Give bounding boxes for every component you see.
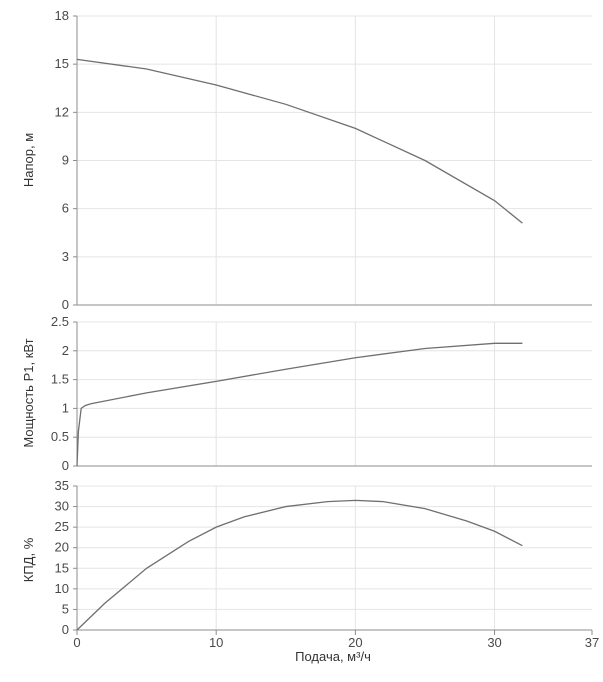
y-tick-label: 6 [62, 201, 69, 216]
y-tick-label: 1 [62, 400, 69, 415]
y-tick-label: 0 [62, 458, 69, 473]
y-tick-label: 10 [55, 581, 69, 596]
y-tick-label: 35 [55, 478, 69, 493]
y-axis-label: Напор, м [21, 133, 36, 187]
y-tick-label: 0 [62, 622, 69, 637]
panel-head: 0 3 6 9 12 15 18 Напор, м [21, 8, 592, 312]
series-line-efficiency [76, 499, 523, 631]
y-tick-label: 2 [62, 343, 69, 358]
x-tick-label: 0 [73, 635, 80, 650]
y-tick-label: 15 [55, 560, 69, 575]
y-axis-label: Мощность P1, кВт [21, 338, 36, 447]
series-line-head [76, 58, 523, 224]
y-tick-label: 18 [55, 8, 69, 23]
x-axis: 0 10 20 30 37 Подача, м³/ч [73, 630, 599, 664]
y-tick-label: 5 [62, 601, 69, 616]
y-tick-label: 2.5 [51, 314, 69, 329]
series-line-power [76, 342, 523, 467]
x-tick-label: 30 [487, 635, 501, 650]
x-axis-label: Подача, м³/ч [295, 649, 371, 664]
x-tick-label: 10 [209, 635, 223, 650]
y-tick-label: 0 [62, 297, 69, 312]
y-tick-label: 1.5 [51, 372, 69, 387]
y-tick-label: 25 [55, 519, 69, 534]
y-tick-label: 30 [55, 499, 69, 514]
y-tick-label: 15 [55, 56, 69, 71]
y-tick-label: 0.5 [51, 429, 69, 444]
x-tick-label: 20 [348, 635, 362, 650]
y-tick-label: 9 [62, 153, 69, 168]
y-tick-label: 3 [62, 249, 69, 264]
panel-efficiency: 0 5 10 15 20 25 30 35 КПД, % [21, 478, 592, 637]
panel-power: 0 0.5 1 1.5 2 2.5 Мощность P1, кВт [21, 314, 592, 473]
y-tick-label: 12 [55, 104, 69, 119]
x-tick-label: 37 [585, 635, 599, 650]
y-axis-label: КПД, % [21, 537, 36, 582]
y-tick-label: 20 [55, 540, 69, 555]
